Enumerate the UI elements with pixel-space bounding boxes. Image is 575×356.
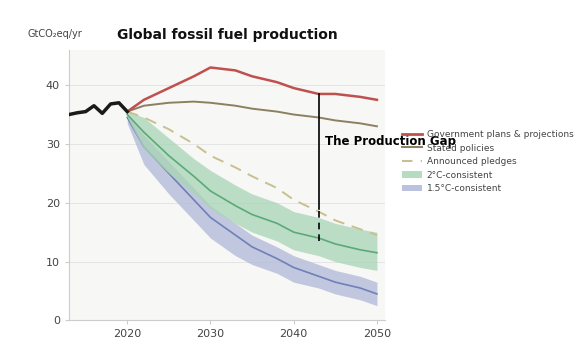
Text: The Production Gap: The Production Gap (325, 135, 457, 147)
Legend: Government plans & projections, Stated policies, Announced pledges, 2°C-consiste: Government plans & projections, Stated p… (402, 130, 573, 193)
Text: GtCO₂eq/yr: GtCO₂eq/yr (28, 29, 83, 39)
Title: Global fossil fuel production: Global fossil fuel production (117, 28, 338, 42)
